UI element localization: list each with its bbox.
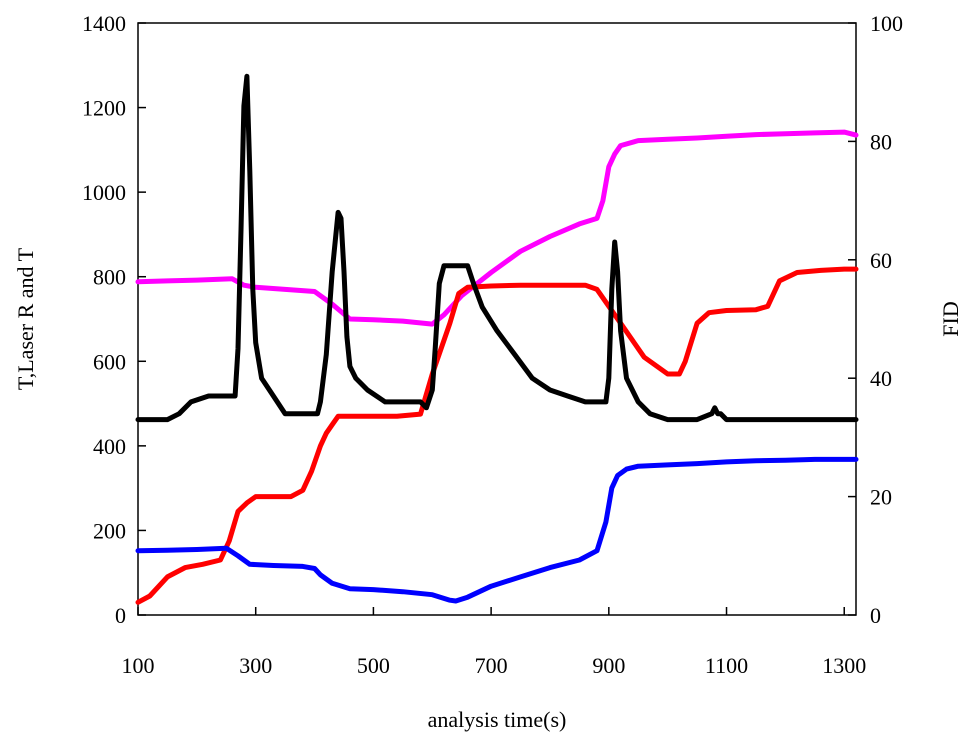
y2-tick-label: 40 [870,366,892,391]
x-tick-label: 900 [592,653,625,678]
red-series-line [135,266,859,605]
y2-tick-label: 0 [870,603,881,628]
y-tick-label: 600 [93,349,126,374]
y-tick-label: 1000 [82,180,126,205]
x-tick-label: 300 [239,653,272,678]
y2-tick-label: 20 [870,485,892,510]
x-tick-label: 500 [357,653,390,678]
plot-frame [137,22,857,616]
tick-layer: 100 300 500 700 900 1100 130002004006008001000… [82,11,903,678]
series-layer [135,73,859,605]
x-tick-label: 100 [122,653,155,678]
y-tick-label: 1200 [82,96,126,121]
y2-axis-label: FID [938,301,963,336]
y-tick-label: 800 [93,265,126,290]
y2-tick-label: 100 [870,11,903,36]
magenta-series-line [135,129,859,327]
y2-tick-label: 60 [870,248,892,273]
x-tick-label: 1300 [822,653,866,678]
blue-series-line [135,456,859,604]
y-tick-label: 0 [115,603,126,628]
y2-tick-label: 80 [870,129,892,154]
x-tick-label: 700 [475,653,508,678]
y-tick-label: 1400 [82,11,126,36]
x-tick-label: 1100 [705,653,748,678]
x-axis-label: analysis time(s) [428,707,567,732]
black-series-line [135,73,859,423]
y-tick-label: 400 [93,434,126,459]
y-tick-label: 200 [93,518,126,543]
y-axis-label: T,Laser R and T [13,247,38,390]
